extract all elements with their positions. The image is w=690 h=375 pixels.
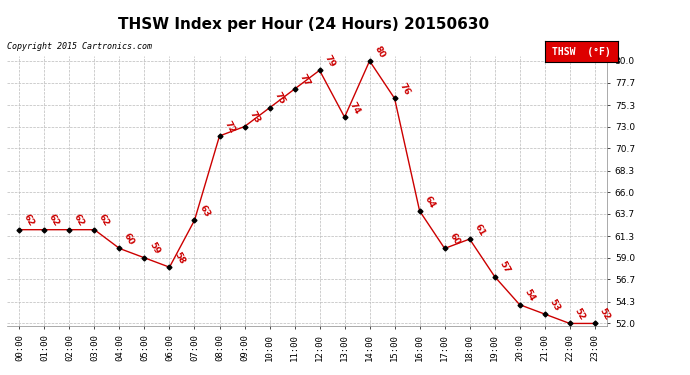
Text: 60: 60 [122, 232, 136, 247]
Text: 54: 54 [522, 288, 537, 303]
Text: 76: 76 [397, 82, 411, 97]
Text: 77: 77 [297, 72, 311, 88]
Text: 80: 80 [373, 44, 386, 60]
Text: 62: 62 [47, 213, 61, 228]
Text: 79: 79 [322, 53, 337, 69]
Text: THSW Index per Hour (24 Hours) 20150630: THSW Index per Hour (24 Hours) 20150630 [118, 17, 489, 32]
Text: Copyright 2015 Cartronics.com: Copyright 2015 Cartronics.com [7, 42, 152, 51]
Text: 73: 73 [247, 110, 262, 125]
Text: 75: 75 [273, 91, 286, 106]
Text: 60: 60 [447, 232, 462, 247]
Text: 61: 61 [473, 222, 486, 238]
Text: 52: 52 [598, 307, 611, 322]
Text: 74: 74 [347, 100, 362, 116]
Text: 64: 64 [422, 194, 437, 210]
Text: 57: 57 [497, 260, 511, 275]
Text: THSW  (°F): THSW (°F) [552, 46, 611, 57]
Text: 72: 72 [222, 119, 237, 135]
Text: 59: 59 [147, 241, 161, 256]
Text: 62: 62 [72, 213, 86, 228]
Text: 62: 62 [22, 213, 37, 228]
Text: 53: 53 [547, 297, 562, 313]
Text: 52: 52 [573, 307, 586, 322]
Text: 63: 63 [197, 204, 211, 219]
Text: 62: 62 [97, 213, 111, 228]
Text: 58: 58 [172, 251, 186, 266]
